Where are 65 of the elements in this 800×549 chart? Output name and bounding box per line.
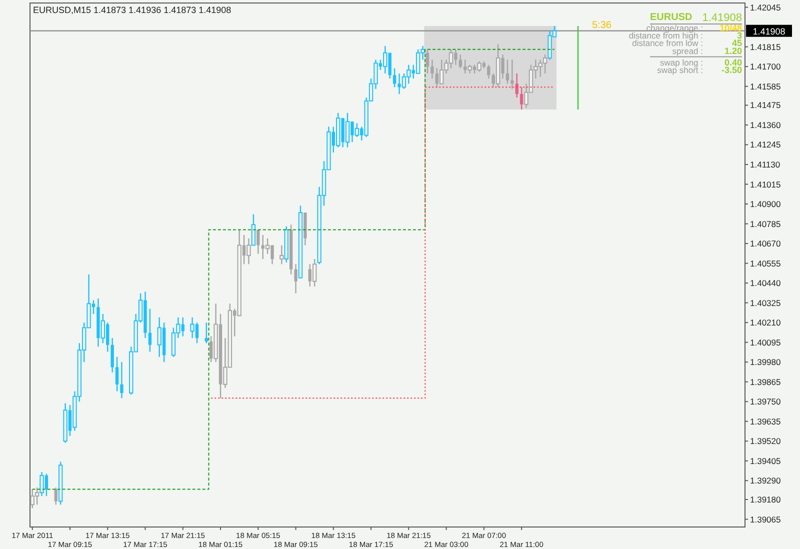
annotation: 0.40 xyxy=(724,57,742,68)
annotation: distance from high : xyxy=(628,30,703,41)
y-tick-label: 1.41360 xyxy=(750,120,781,130)
y-tick-label: 1.40785 xyxy=(750,218,781,229)
annotation: 45 xyxy=(732,38,742,48)
y-tick-label: 1.39520 xyxy=(750,436,781,446)
y-tick-label: 1.40670 xyxy=(750,238,781,249)
y-tick-label: 1.41815 xyxy=(750,42,781,52)
y-tick-label: 1.39180 xyxy=(750,494,781,505)
y-tick-label: 1.40210 xyxy=(750,318,781,328)
chart-title: EURUSD,M15 1.41873 1.41936 1.41873 1.41908 xyxy=(33,5,232,15)
y-tick-label: 1.39290 xyxy=(750,476,781,486)
candlestick xyxy=(487,64,490,80)
y-tick-label: 1.39750 xyxy=(750,396,781,407)
annotation: 1.20 xyxy=(724,46,742,56)
candlestick xyxy=(54,486,58,506)
candlestick xyxy=(354,122,360,138)
candlestick xyxy=(506,59,510,84)
candlestick xyxy=(148,308,152,352)
candlestick xyxy=(458,54,462,69)
candlestick xyxy=(477,60,482,72)
annotation: EURUSD xyxy=(650,12,692,23)
y-tick-label: 1.39635 xyxy=(750,416,781,426)
candlestick xyxy=(392,68,396,88)
candlestick xyxy=(515,72,518,98)
y-tick-label: 1.40555 xyxy=(750,258,781,268)
candlestick xyxy=(157,316,162,358)
y-tick-label: 1.40900 xyxy=(750,199,781,210)
y-tick-label: 1.40440 xyxy=(750,278,781,288)
annotation: change/range : xyxy=(646,23,703,33)
y-tick-label: 1.41585 xyxy=(750,81,781,92)
y-tick-label: 1.39405 xyxy=(750,456,781,466)
y-tick-label: 1.41700 xyxy=(750,62,781,72)
candlestick xyxy=(510,59,514,90)
candlestick xyxy=(345,112,350,148)
y-tick-label: 1.41475 xyxy=(750,100,781,110)
annotation: spread : xyxy=(672,46,703,56)
y-tick-label: 1.41015 xyxy=(750,179,781,190)
candlestick xyxy=(120,361,124,399)
candlestick xyxy=(426,48,430,74)
annotation: 3 xyxy=(736,30,742,41)
candlestick xyxy=(204,322,208,344)
annotation: -3.50 xyxy=(721,65,742,75)
annotation: 10/48 xyxy=(719,23,742,33)
candlestick xyxy=(383,45,388,74)
candlestick xyxy=(430,59,434,80)
y-tick-label: 1.39865 xyxy=(750,376,781,387)
annotation: 5:36 xyxy=(592,20,612,31)
candlestick xyxy=(312,258,317,288)
y-tick-label: 1.40095 xyxy=(750,337,781,348)
annotation: distance from low : xyxy=(632,38,703,48)
annotation: swap long : xyxy=(660,57,703,68)
annotation: 1.41908 xyxy=(702,12,742,24)
y-tick-label: 1.40325 xyxy=(750,298,781,308)
y-tick-label: 1.39980 xyxy=(750,357,781,368)
ref-line-label: 1.41908 xyxy=(752,26,786,36)
candlestick xyxy=(190,316,194,339)
candlestick xyxy=(110,337,114,373)
candlestick xyxy=(520,86,524,110)
y-tick-label: 1.39065 xyxy=(750,514,781,524)
candlestick xyxy=(115,356,119,392)
y-tick-label: 1.41245 xyxy=(750,140,781,150)
candlestick xyxy=(294,264,298,294)
y-tick-label: 1.42045 xyxy=(750,2,781,12)
y-tick-label: 1.41130 xyxy=(750,159,780,170)
